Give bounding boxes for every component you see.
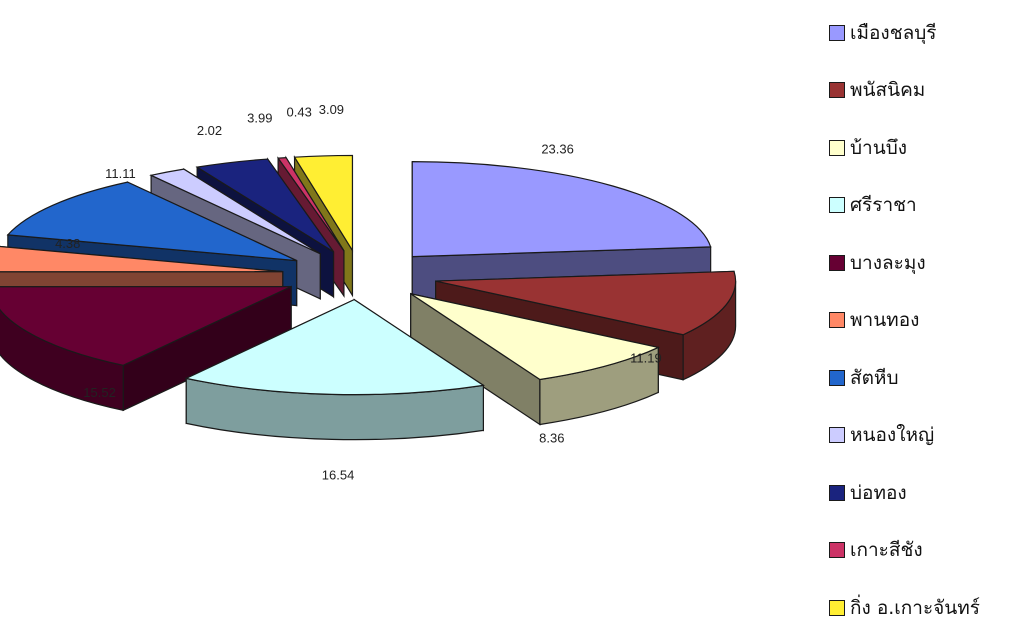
data-label-9: 3.99: [247, 110, 272, 125]
data-label-7: 11.11: [105, 166, 136, 181]
legend-swatch-7: [829, 369, 845, 386]
legend-label-7: สัตหีบ: [850, 366, 899, 389]
legend-swatch-4: [829, 197, 845, 214]
legend-swatch-3: [829, 139, 845, 156]
legend-label-11: กิ่ง อ.เกาะจันทร์: [850, 596, 980, 619]
legend-swatch-9: [829, 484, 845, 501]
legend-label-5: บางละมุง: [850, 251, 926, 274]
legend-label-3: บ้านบึง: [850, 136, 908, 159]
legend-swatch-10: [829, 542, 845, 559]
legend-item-9: บ่อทอง: [829, 464, 1021, 522]
legend-label-2: พนัสนิคม: [850, 79, 926, 102]
data-label-10: 0.43: [287, 105, 312, 120]
legend-label-4: ศรีราชา: [850, 194, 917, 217]
legend-item-3: บ้านบึง: [829, 119, 1021, 177]
legend-item-11: กิ่ง อ.เกาะจันทร์: [829, 579, 1021, 637]
pie-chart-plot: 23.36 11.19 8.36 16.54 15.52 4.38 11.11 2.02 3.9…: [0, 102, 737, 482]
data-label-4: 16.54: [322, 467, 355, 482]
legend-item-5: บางละมุง: [829, 234, 1021, 292]
legend-item-2: พนัสนิคม: [829, 62, 1021, 120]
legend-swatch-11: [829, 599, 845, 616]
legend-label-10: เกาะสีชัง: [850, 539, 923, 562]
pie-slice-4: [184, 298, 486, 441]
legend-swatch-8: [829, 427, 845, 444]
data-label-8: 2.02: [197, 123, 222, 138]
legend-label-8: หนองใหญ่: [850, 424, 935, 447]
data-label-6: 4.38: [55, 236, 80, 251]
data-label-5: 15.52: [83, 385, 116, 400]
legend-label-1: เมืองชลบุรี: [850, 21, 937, 44]
legend-label-6: พานทอง: [850, 309, 920, 332]
chart-legend: เมืองชลบุรีพนัสนิคมบ้านบึงศรีราชาบางละมุ…: [829, 4, 1021, 637]
legend-item-1: เมืองชลบุรี: [829, 4, 1021, 62]
legend-item-7: สัตหีบ: [829, 349, 1021, 407]
pie-slice-5: [0, 285, 292, 412]
legend-swatch-6: [829, 312, 845, 329]
legend-swatch-1: [829, 24, 845, 41]
data-label-11: 3.09: [319, 102, 344, 117]
legend-item-4: ศรีราชา: [829, 177, 1021, 235]
legend-swatch-5: [829, 254, 845, 271]
data-label-1: 23.36: [541, 141, 574, 156]
pie-slice-3: [410, 292, 661, 426]
legend-swatch-2: [829, 82, 845, 99]
legend-item-10: เกาะสีชัง: [829, 522, 1021, 580]
data-label-2: 11.19: [630, 350, 662, 365]
legend-label-9: บ่อทอง: [850, 481, 907, 504]
legend-item-6: พานทอง: [829, 292, 1021, 350]
legend-item-8: หนองใหญ่: [829, 407, 1021, 465]
data-label-3: 8.36: [539, 430, 564, 445]
